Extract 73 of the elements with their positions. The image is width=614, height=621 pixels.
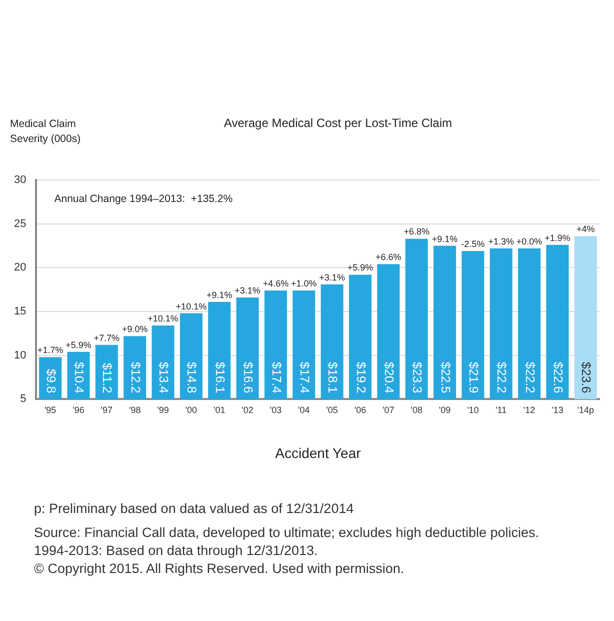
annotation: +3.1% xyxy=(234,285,260,296)
data-label: $12.2 xyxy=(128,362,142,394)
x-tick-label: '05 xyxy=(326,405,338,416)
annotation: +9.1% xyxy=(206,290,232,300)
x-tick-label: '09 xyxy=(438,405,451,416)
annotation: +0.0% xyxy=(516,236,542,246)
annotation: +9.0% xyxy=(122,324,148,334)
x-tick-label: '07 xyxy=(382,405,394,416)
x-tick-label: '06 xyxy=(354,405,366,416)
chart-title: Average Medical Cost per Lost-Time Claim xyxy=(224,116,452,130)
data-label: $11.2 xyxy=(100,362,114,394)
x-tick-label: '08 xyxy=(410,405,422,416)
y-tick-label: 10 xyxy=(14,349,26,362)
x-tick-label: '01 xyxy=(214,405,226,416)
x-tick-label: '10 xyxy=(467,405,479,416)
data-label: $16.1 xyxy=(212,362,227,394)
data-label: $22.6 xyxy=(551,362,566,394)
annotation: +5.9% xyxy=(66,340,92,350)
annotation: +1.3% xyxy=(488,236,514,246)
annotation: +10.1% xyxy=(148,314,178,324)
source-note: Source: Financial Call data, developed to ultimate; excludes high deductible policies. 1994-2013: Based on data through 12/31/2013. xyxy=(34,524,540,560)
x-tick-label: '97 xyxy=(100,405,113,416)
annotation: +9.1% xyxy=(432,234,458,244)
y-tick-label: 15 xyxy=(14,306,26,318)
data-label: $22.5 xyxy=(438,362,452,394)
annotation: Annual Change 1994–2013: +135.2% xyxy=(54,193,233,205)
data-label: $19.2 xyxy=(354,362,368,394)
annotation: +10.1% xyxy=(176,301,207,312)
annotation: +3.1% xyxy=(319,272,345,282)
x-tick-label: '95 xyxy=(44,405,56,416)
data-label: $21.9 xyxy=(466,362,480,394)
x-tick-label: '99 xyxy=(157,405,169,416)
data-label: $23.3 xyxy=(410,362,424,394)
data-label: $13.4 xyxy=(156,362,171,394)
annotation: +6.6% xyxy=(376,252,402,262)
data-label: $17.4 xyxy=(297,362,312,394)
annotation: +5.9% xyxy=(347,262,374,273)
annotation: +1.9% xyxy=(544,232,570,243)
data-label: $18.1 xyxy=(326,362,340,394)
annotation: -2.5% xyxy=(461,239,485,250)
annotation: +1.7% xyxy=(37,345,64,356)
data-label: $10.4 xyxy=(72,362,86,394)
data-label: $22.2 xyxy=(522,362,537,394)
y-tick-label: 5 xyxy=(20,393,26,406)
y-tick-label: 30 xyxy=(14,174,26,186)
annotation: +4.6% xyxy=(262,278,289,288)
x-tick-label: '14p xyxy=(577,405,594,416)
x-tick-label: '98 xyxy=(128,405,141,416)
x-axis-title: Accident Year xyxy=(275,445,362,461)
x-tick-label: '03 xyxy=(270,405,282,416)
annotation: +7.7% xyxy=(94,332,120,343)
x-tick-label: '00 xyxy=(185,405,198,416)
data-label: $22.2 xyxy=(494,362,509,394)
y-axis-title: Medical Claim Severity (000s) xyxy=(10,118,81,145)
x-tick-label: '12 xyxy=(523,405,536,416)
annotation: +6.8% xyxy=(404,226,430,237)
x-tick-label: '13 xyxy=(552,405,564,416)
annotation: +1.0% xyxy=(291,278,317,288)
x-tick-label: '96 xyxy=(72,405,84,416)
data-label: $14.8 xyxy=(184,362,199,394)
data-label: $20.4 xyxy=(382,362,396,394)
data-label: $16.6 xyxy=(241,362,256,394)
x-tick-label: '11 xyxy=(496,405,507,416)
text: © Copyright 2015. All Rights Reserved. Used with permission. xyxy=(34,560,406,578)
x-tick-label: '02 xyxy=(242,405,254,416)
y-tick-label: 25 xyxy=(14,218,26,230)
x-tick-label: '04 xyxy=(298,405,310,416)
data-label: $9.8 xyxy=(44,368,58,394)
annotation: +4% xyxy=(576,224,595,234)
text: p: Preliminary based on data valued as of 12/31/2014 xyxy=(34,500,355,518)
data-label: $17.4 xyxy=(269,362,284,394)
data-label: $23.6 xyxy=(579,362,594,394)
y-tick-label: 20 xyxy=(14,262,26,274)
